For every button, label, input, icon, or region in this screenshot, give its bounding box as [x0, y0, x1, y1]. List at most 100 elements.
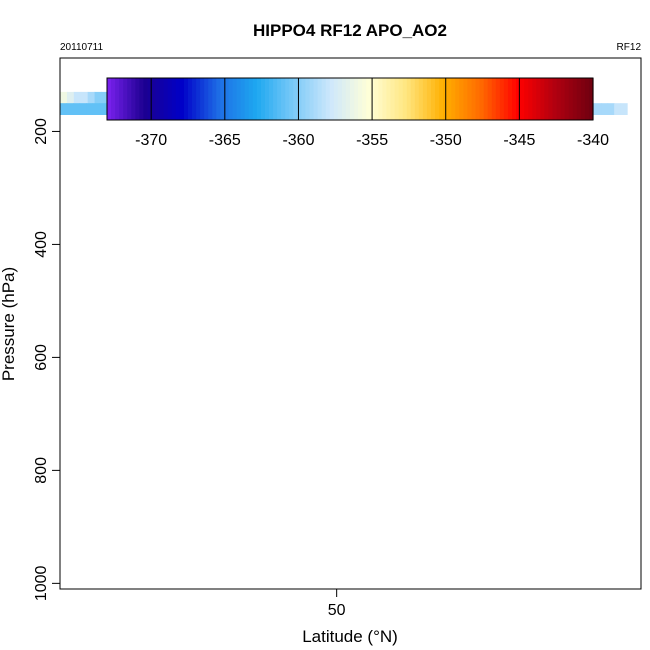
colorbar-swatch [479, 78, 485, 120]
colorbar-swatch [584, 78, 590, 120]
y-tick-label: 1000 [33, 565, 50, 601]
colorbar-swatch [520, 78, 525, 120]
colorbar-swatch [244, 78, 250, 120]
colorbar-swatch [204, 78, 209, 120]
colorbar-tick-label: -365 [209, 132, 241, 149]
heatmap-cell [87, 91, 96, 104]
colorbar-swatch [159, 78, 165, 120]
colorbar-swatch [131, 78, 136, 120]
colorbar-swatch [362, 78, 367, 120]
colorbar-swatch [321, 78, 327, 120]
colorbar-swatch [439, 78, 444, 120]
colorbar-swatch [560, 78, 566, 120]
colorbar-swatch [208, 78, 213, 120]
heatmap-cell [620, 103, 628, 115]
colorbar-swatch [487, 78, 493, 120]
colorbar-swatch [495, 78, 501, 120]
colorbar-swatch [358, 78, 363, 120]
colorbar-swatch [410, 78, 416, 120]
colorbar-swatch [325, 78, 331, 120]
heatmap-cell [60, 103, 68, 115]
colorbar-swatch [163, 78, 169, 120]
colorbar-swatch [463, 78, 469, 120]
y-axis: 200 400 600 800 1000 [33, 118, 61, 601]
colorbar-swatch [293, 78, 298, 120]
colorbar-swatch [277, 78, 282, 120]
colorbar-swatch [354, 78, 359, 120]
colorbar-labels: -370 -365 -360 -355 -350 -345 -340 [135, 132, 609, 149]
colorbar-swatch [475, 78, 481, 120]
heatmap-cell [601, 103, 609, 115]
colorbar-tick-label: -350 [430, 132, 462, 149]
colorbar-swatch [139, 78, 145, 120]
colorbar-swatch [467, 78, 473, 120]
colorbar-swatch [532, 78, 537, 120]
colorbar: -370 -365 -360 -355 -350 -345 -340 [106, 77, 609, 149]
colorbar-swatch [309, 78, 315, 120]
colorbar-swatch [232, 78, 238, 120]
heatmap-cell [594, 103, 602, 115]
chart-title: HIPPO4 RF12 APO_AO2 [253, 21, 447, 40]
colorbar-swatch [188, 78, 193, 120]
colorbar-swatch [386, 78, 392, 120]
colorbar-swatch [402, 78, 408, 120]
colorbar-swatch [382, 78, 388, 120]
colorbar-swatch [192, 78, 197, 120]
colorbar-swatch [155, 78, 161, 120]
y-axis-label: Pressure (hPa) [0, 267, 18, 381]
colorbar-swatch [167, 78, 173, 120]
colorbar-swatch [447, 78, 452, 120]
colorbar-swatch [544, 78, 550, 120]
heatmap-cell [607, 103, 615, 115]
colorbar-swatch [422, 78, 428, 120]
colorbar-swatch [341, 78, 347, 120]
colorbar-swatch [260, 78, 266, 120]
colorbar-swatch [455, 78, 460, 120]
colorbar-swatch [273, 78, 278, 120]
date-label: 20110711 [60, 42, 103, 53]
colorbar-swatch [516, 78, 521, 120]
colorbar-frame [106, 77, 594, 121]
colorbar-swatch [228, 78, 234, 120]
heatmap-cell [92, 103, 100, 115]
heatmap-cell [94, 91, 102, 104]
colorbar-swatch [216, 78, 221, 120]
colorbar-swatch [175, 78, 181, 120]
heatmap-cell [66, 103, 74, 115]
colorbar-swatch [281, 78, 286, 120]
colorbar-swatch [435, 78, 440, 120]
colorbar-swatch [499, 78, 505, 120]
colorbar-swatch [345, 78, 351, 120]
colorbar-tick-label: -340 [577, 132, 609, 149]
colorbar-swatch [297, 78, 302, 120]
colorbar-swatch [540, 78, 545, 120]
heatmap-cell [614, 103, 622, 115]
heatmap-cell [80, 91, 89, 104]
colorbar-swatch [394, 78, 400, 120]
colorbar-swatch [123, 78, 128, 120]
colorbar-swatch [337, 78, 343, 120]
colorbar-swatch [252, 78, 258, 120]
colorbar-tick-label: -360 [282, 132, 314, 149]
colorbar-swatch [398, 78, 404, 120]
heatmap-cell [86, 103, 94, 115]
colorbar-tick-label: -355 [356, 132, 388, 149]
y-tick-label: 400 [33, 231, 50, 258]
colorbar-swatch [119, 78, 124, 120]
colorbar-swatch [289, 78, 294, 120]
colorbar-swatch [179, 78, 185, 120]
colorbar-swatch [171, 78, 177, 120]
colorbar-swatch [406, 78, 412, 120]
colorbar-swatch [564, 78, 570, 120]
heatmap-cell [79, 103, 87, 115]
colorbar-swatch [552, 78, 558, 120]
heatmap-cell [60, 91, 68, 104]
colorbar-swatch [200, 78, 205, 120]
colorbar-swatch [220, 78, 226, 120]
colorbar-swatch [588, 78, 594, 120]
colorbar-swatch [503, 78, 509, 120]
colorbar-swatch [556, 78, 562, 120]
colorbar-swatch [451, 78, 456, 120]
colorbar-swatch [536, 78, 541, 120]
